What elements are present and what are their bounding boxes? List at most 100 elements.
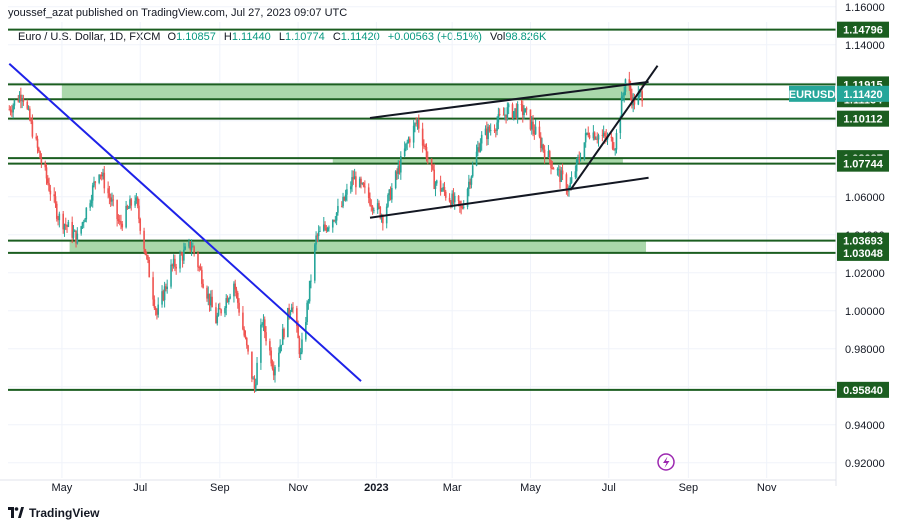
candle-body [601, 135, 604, 136]
candle-body [421, 128, 424, 146]
candle-body [628, 79, 631, 87]
candle-body [497, 114, 500, 123]
candle-body [592, 132, 595, 139]
candle-body [525, 108, 528, 110]
candle-body [376, 203, 379, 211]
volume-value: 98.826K [505, 31, 547, 43]
candle-body [378, 203, 380, 207]
candle-body [529, 109, 532, 130]
candle-body [57, 218, 59, 221]
candle-body [597, 135, 600, 140]
candle-body [144, 249, 147, 255]
candle-body [279, 345, 281, 353]
price-tag-bg [837, 21, 889, 38]
candle-body [423, 145, 425, 147]
candle-body [81, 222, 84, 227]
candle-body [548, 151, 551, 161]
candle-body [147, 255, 149, 261]
candle-body [515, 108, 518, 119]
candle-body [539, 136, 542, 149]
lightning-icon[interactable] [657, 453, 675, 471]
price-tag: 0.95840 [843, 385, 883, 397]
candle-body [511, 104, 514, 118]
candle-body [156, 310, 158, 315]
candle-body [610, 136, 613, 138]
candle-body [593, 132, 596, 140]
trend-line-rising-support [569, 65, 659, 191]
instrument-title[interactable]: Euro / U.S. Dollar, 1D, FXCM [18, 31, 161, 43]
candle-body [18, 94, 21, 102]
candle-body [244, 335, 247, 338]
trend-line-channel-upper [369, 80, 649, 119]
candle-body [504, 114, 506, 116]
x-tick-label: Nov [757, 482, 777, 494]
candle-body [208, 293, 211, 306]
candle-body [502, 114, 505, 116]
trend-line-channel-lower [369, 176, 649, 219]
candle-body [595, 138, 597, 140]
candle-body [280, 344, 283, 346]
candle-body [269, 341, 271, 351]
candle-body [109, 197, 112, 202]
candle-body [400, 156, 402, 173]
trend-lines-layer [8, 63, 659, 382]
candle-body [541, 144, 543, 149]
candle-body [389, 189, 392, 200]
candle-body [45, 167, 48, 179]
candle-body [288, 307, 290, 315]
candle-body [179, 254, 181, 269]
candle-body [480, 134, 483, 144]
price-tag: 1.07744 [843, 159, 884, 171]
candle-body [337, 205, 339, 213]
candle-body [550, 160, 552, 169]
candle-body [278, 352, 280, 367]
symbol-tag-bg [789, 85, 835, 102]
candle-body [459, 201, 461, 207]
candle-body [71, 221, 73, 238]
trend-line-downtrend [8, 63, 362, 382]
candle-body [416, 119, 419, 124]
x-tick-label: Sep [679, 482, 699, 494]
candle-body [613, 148, 615, 150]
candle-body [623, 91, 625, 96]
candle-body [631, 94, 633, 106]
tradingview-logo[interactable]: TradingView [8, 505, 99, 520]
candle-body [220, 309, 222, 314]
candle-body [127, 208, 130, 210]
candle-body [22, 98, 25, 102]
candle-body [35, 136, 38, 139]
candle-body [477, 147, 479, 152]
candle-body [335, 212, 338, 221]
candle-body [371, 206, 374, 211]
volume-label: Vol [490, 31, 506, 43]
candle-body [48, 183, 50, 191]
candle-body [468, 181, 470, 189]
time-axis[interactable]: MarMayJulSepNov2023MarMayJulSepNov [0, 479, 836, 494]
y-tick-label: 1.16000 [845, 2, 885, 14]
candle-body [641, 91, 643, 102]
candle-body [333, 220, 335, 221]
candle-body [425, 147, 428, 159]
candle-body [99, 174, 102, 176]
candle-body [73, 230, 76, 232]
x-tick-label: Sep [210, 482, 230, 494]
candle-body [121, 223, 124, 228]
candle-body [180, 254, 183, 256]
candle-body [470, 176, 473, 185]
candle-body [271, 363, 274, 369]
change-value: +0.00563 (+0.51%) [387, 31, 482, 43]
candle-body [126, 205, 129, 209]
candle-body [346, 189, 348, 195]
y-tick-label: 1.06000 [845, 192, 885, 204]
x-tick-label: Mar [443, 482, 462, 494]
candle-body [560, 170, 563, 182]
candle-body [120, 221, 122, 224]
candle-body [414, 123, 416, 126]
candle-body [451, 193, 453, 207]
candle-body [561, 170, 564, 175]
candle-body [448, 197, 451, 202]
candle-body [578, 157, 581, 160]
candle-body [382, 215, 384, 224]
candle-body [552, 168, 555, 170]
